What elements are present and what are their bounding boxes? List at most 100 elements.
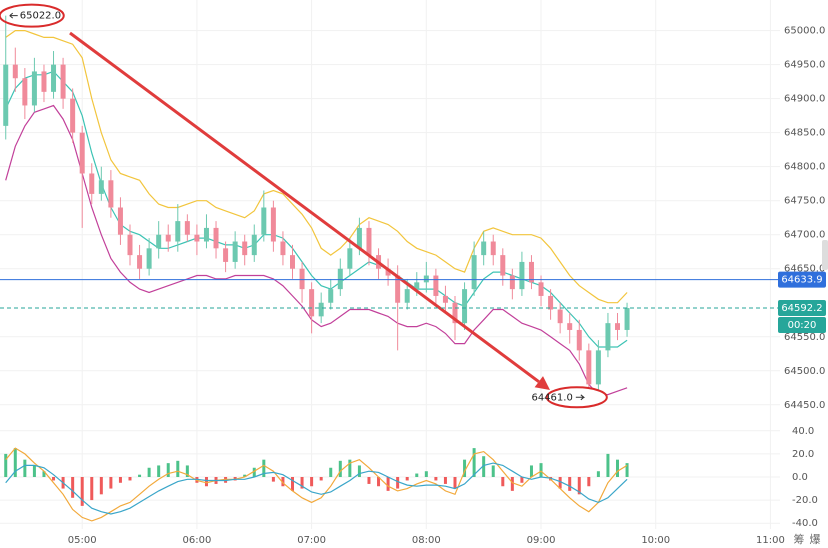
candle-body: [576, 329, 582, 351]
candle-body: [299, 268, 305, 290]
trend-arrow-head: [534, 376, 550, 390]
candle-body: [328, 289, 334, 303]
x-tick-label: 11:00: [756, 535, 785, 546]
candle-body: [41, 71, 47, 92]
candle-body: [213, 227, 219, 249]
histogram-bar: [510, 477, 514, 491]
band-line: [5, 70, 628, 348]
histogram-bar: [329, 467, 333, 477]
y-tick-label: 64650.0: [784, 264, 825, 275]
axes: 05:00 06:00 07:00 08:00 09:00 10:00 11:00 65000…: [68, 26, 826, 546]
y-tick-label: 65000.0: [784, 26, 825, 37]
y-tick-label: 64500.0: [784, 366, 825, 377]
x-tick-label: 10:00: [641, 535, 670, 546]
candle-body: [548, 295, 554, 310]
histogram-bar: [176, 460, 180, 477]
annotations: 65022.0 64461.0: [0, 3, 780, 409]
candle-body: [203, 227, 209, 242]
y-tick-label: 64900.0: [784, 94, 825, 105]
histogram-bar: [99, 477, 103, 495]
candle-body: [347, 248, 353, 269]
histogram-bar: [185, 465, 189, 477]
price-tag: [778, 300, 826, 317]
min-arrow: [575, 394, 586, 401]
candle-body: [223, 248, 229, 262]
candle-body: [165, 234, 171, 242]
histogram-bar: [71, 477, 75, 498]
candle-body: [385, 268, 391, 276]
histogram-bar: [463, 459, 467, 477]
candle-body: [156, 234, 162, 249]
candle-body: [280, 241, 286, 256]
candle-body: [433, 275, 439, 296]
candle-body: [194, 234, 200, 242]
bands: [5, 30, 628, 396]
x-tick-label: 06:00: [182, 535, 211, 546]
candle-body: [117, 207, 123, 235]
histogram-bar: [386, 477, 390, 491]
candle-body: [586, 350, 592, 385]
histogram-bar: [357, 465, 361, 477]
candle-body: [337, 268, 343, 290]
histogram-bar: [319, 477, 323, 481]
histogram-bar: [128, 477, 132, 481]
candle-body: [232, 241, 238, 262]
histogram-bar: [138, 474, 142, 477]
histogram-bar: [377, 477, 381, 487]
candle-body: [481, 241, 487, 256]
x-tick-label: 05:00: [68, 535, 97, 546]
histogram-bar: [338, 460, 342, 477]
countdown-tag: [778, 317, 826, 334]
toolbar-button[interactable]: 筹: [794, 532, 805, 546]
histogram-bar: [52, 477, 56, 481]
max-arrow: [9, 12, 18, 19]
candle-body: [60, 64, 66, 99]
candle-body: [175, 221, 181, 242]
histogram-bar: [109, 477, 113, 489]
histogram-bar: [424, 471, 428, 477]
histogram-bar: [243, 474, 247, 477]
candle-body: [127, 234, 133, 256]
candle-body: [261, 207, 267, 235]
candle-body: [98, 180, 104, 194]
indicator: [4, 447, 629, 522]
trend-arrow: [69, 31, 540, 383]
histogram-bar: [434, 477, 438, 481]
candle-body: [605, 323, 611, 351]
histogram-bar: [596, 471, 600, 477]
candle-body: [242, 241, 248, 256]
candle-body: [452, 302, 458, 324]
histogram-bar: [501, 477, 505, 487]
candle-body: [366, 227, 372, 256]
histogram-bar: [348, 459, 352, 477]
x-tick-label: 07:00: [297, 535, 326, 546]
candle-body: [22, 78, 28, 106]
candle-body: [356, 227, 362, 249]
y-tick-label: 64700.0: [784, 230, 825, 241]
candle-body: [251, 234, 257, 256]
indicator-tick-label: 0.0: [792, 472, 808, 483]
histogram-bar: [577, 477, 581, 495]
indicator-tick-label: 40.0: [792, 426, 814, 437]
price-tag-label: 64633.9: [781, 275, 822, 286]
x-tick-label: 09:00: [527, 535, 556, 546]
candle-body: [519, 261, 525, 290]
indicator-line: [5, 462, 628, 515]
candle-body: [538, 282, 544, 296]
candle-body: [414, 282, 420, 290]
histogram-bar: [32, 465, 36, 477]
candle-body: [70, 98, 76, 133]
candle-body: [442, 295, 448, 303]
histogram-bar: [90, 477, 94, 501]
histogram-bar: [443, 477, 447, 484]
histogram-bar: [300, 477, 304, 489]
toolbar-button[interactable]: 爆: [810, 532, 821, 546]
histogram-bar: [252, 467, 256, 477]
candle-body: [423, 275, 429, 283]
candle-body: [290, 255, 295, 269]
histogram-bar: [453, 477, 457, 489]
histogram-bar: [291, 477, 294, 491]
candle-body: [270, 207, 276, 242]
scroll-handle[interactable]: [822, 240, 828, 270]
